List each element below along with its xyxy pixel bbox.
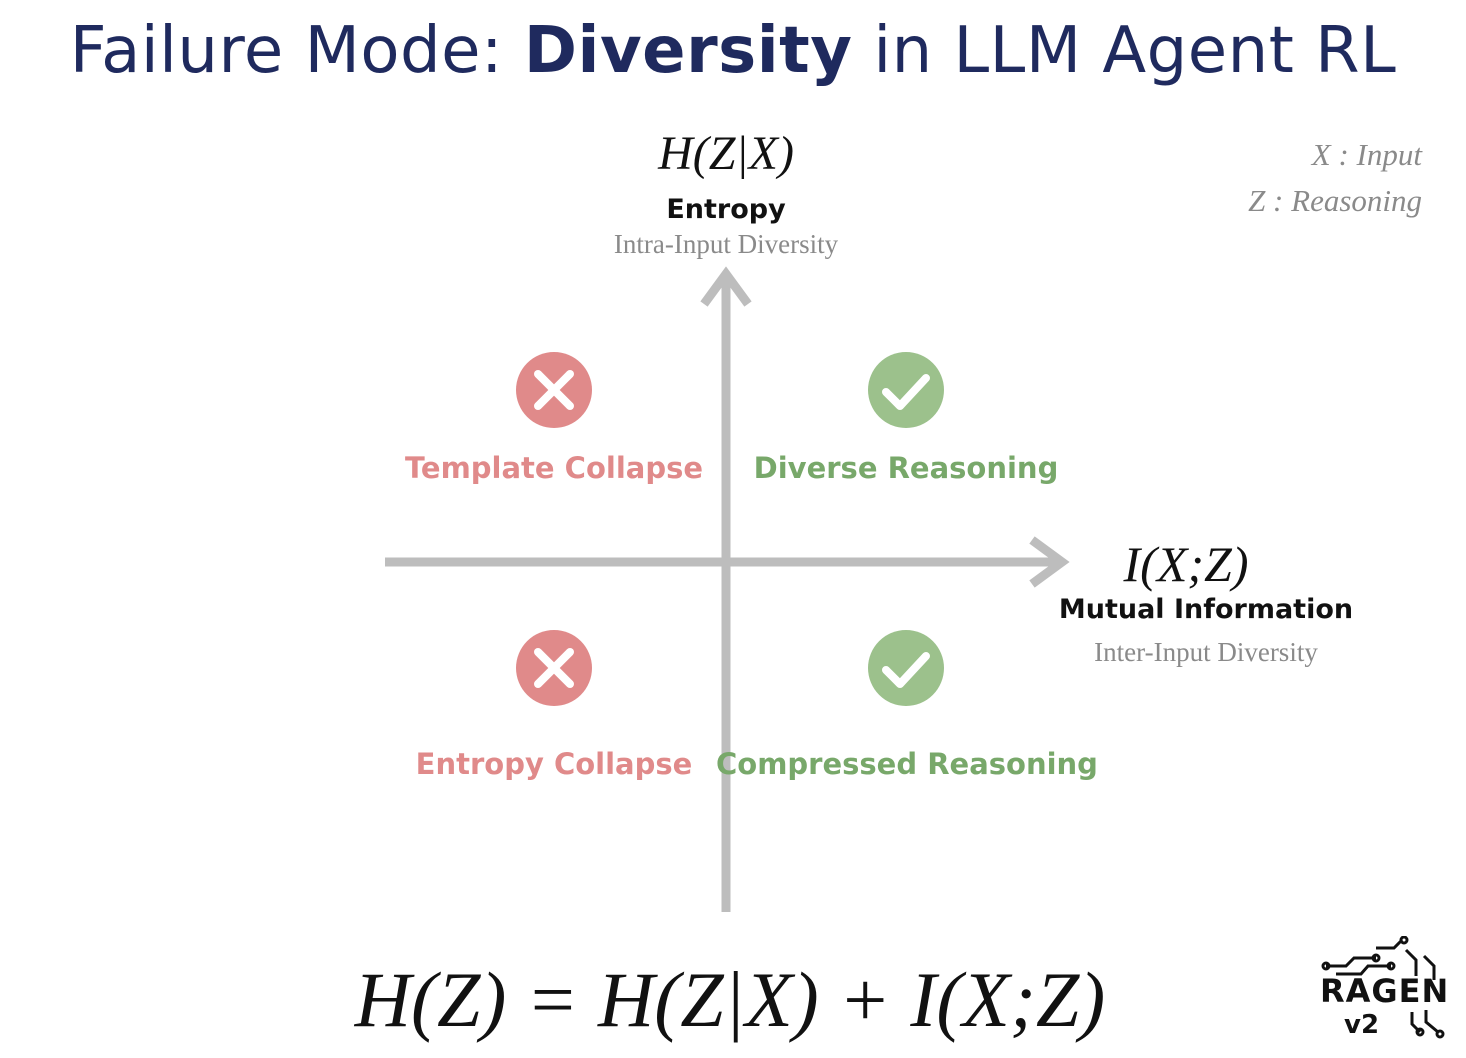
slide-title: Failure Mode: Diversity in LLM Agent RL [0,14,1466,88]
x-circle-icon [516,630,592,706]
ragen-circuit-logo-icon [1321,936,1445,1039]
quadrant-label-entropy-collapse: Entropy Collapse [415,747,693,781]
check-circle-icon [868,630,944,706]
check-circle-icon [868,352,944,428]
y-axis-name: Entropy [666,194,786,225]
title-suffix: in LLM Agent RL [852,14,1397,88]
logo-version: v2 [1344,1010,1380,1040]
y-axis-arrowhead [700,266,752,307]
title-emphasis: Diversity [523,14,853,88]
legend-z-definition: Z : Reasoning [1248,183,1422,218]
x-axis-subtitle: Inter-Input Diversity [1094,637,1318,667]
legend-x-definition: X : Input [1311,137,1422,172]
x-axis-arrowhead [1029,536,1070,588]
x-circle-icon [516,352,592,428]
x-axis-math-label: I(X;Z) [1123,536,1249,592]
quadrant-label-diverse-reasoning: Diverse Reasoning [753,451,1059,485]
decomposition-equation: H(Z) = H(Z|X) + I(X;Z) [354,956,1106,1043]
logo-name: RAGEN [1320,972,1450,1010]
x-axis-name: Mutual Information [1058,594,1354,625]
title-prefix: Failure Mode: [69,14,524,88]
y-axis-math-label: H(Z|X) [658,127,794,180]
quadrant-label-template-collapse: Template Collapse [404,451,704,485]
quadrant-label-compressed-reasoning: Compressed Reasoning [716,747,1098,781]
y-axis-subtitle: Intra-Input Diversity [613,229,839,259]
